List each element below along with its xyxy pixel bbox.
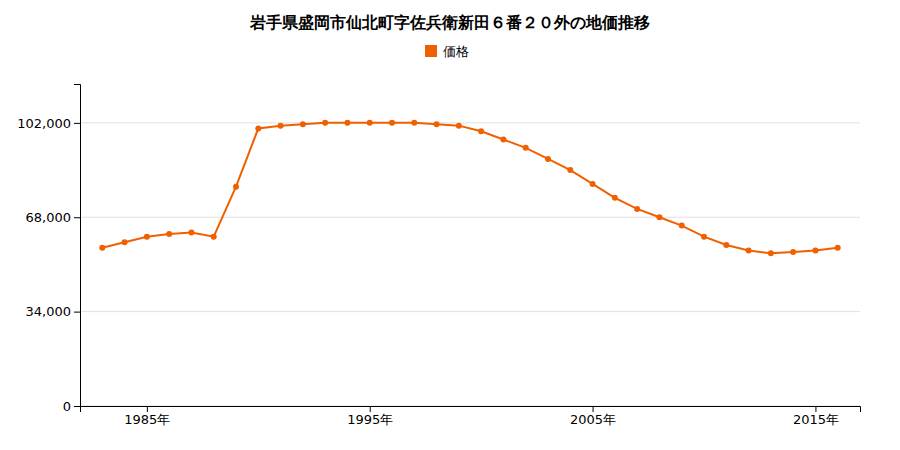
legend-swatch [425, 45, 437, 57]
point [567, 167, 573, 173]
chart: 1985年 1995年 2005年 2015年 0 34,000 68,000 102,000… [0, 0, 900, 450]
tick-mark [74, 123, 80, 124]
tick-mark [74, 406, 80, 407]
point [211, 234, 217, 240]
grid-line [80, 217, 860, 218]
tick-mark [74, 217, 80, 218]
point [590, 181, 596, 187]
axis-line [74, 85, 81, 407]
point [612, 195, 618, 201]
tick-mark [74, 312, 80, 313]
plot-area: 1985年 1995年 2005年 2015年 0 34,000 68,000 102,000 [17, 85, 860, 428]
legend-item: 価格 [425, 44, 469, 59]
tick: 34,000 [26, 304, 81, 319]
tick-label: 2015年 [793, 412, 839, 427]
point [523, 145, 529, 151]
tick-label: 1985年 [124, 412, 170, 427]
legend: 価格 [425, 44, 469, 59]
tick: 2015年 [793, 406, 839, 427]
point [233, 184, 239, 190]
point [278, 123, 284, 129]
tick-label: 102,000 [17, 116, 71, 131]
point [679, 223, 685, 229]
tick-label: 68,000 [26, 210, 72, 225]
tick-mark [147, 406, 148, 412]
point [812, 248, 818, 254]
tick: 68,000 [26, 210, 81, 225]
point [344, 120, 350, 126]
point [122, 239, 128, 245]
x-axis: 1985年 1995年 2005年 2015年 [81, 406, 861, 427]
point [188, 230, 194, 236]
point [478, 128, 484, 134]
point [389, 120, 395, 126]
point [255, 125, 261, 131]
point [768, 250, 774, 256]
point [746, 248, 752, 254]
point [300, 121, 306, 127]
tick-label: 34,000 [26, 304, 72, 319]
grid [80, 123, 860, 406]
point [144, 234, 150, 240]
point [545, 156, 551, 162]
tick-mark [593, 406, 594, 412]
point [634, 206, 640, 212]
point [99, 245, 105, 251]
point [322, 120, 328, 126]
axis-line [81, 407, 861, 413]
tick-label: 0 [63, 399, 71, 414]
legend-label: 価格 [443, 44, 469, 59]
point [434, 121, 440, 127]
tick-label: 2005年 [570, 412, 616, 427]
tick: 2005年 [570, 406, 616, 427]
tick: 1985年 [124, 406, 170, 427]
point [367, 120, 373, 126]
y-axis: 0 34,000 68,000 102,000 [17, 85, 80, 414]
tick: 0 [63, 399, 80, 414]
point [500, 137, 506, 143]
point [166, 231, 172, 237]
tick-mark [815, 406, 816, 412]
point [790, 249, 796, 255]
tick: 1995年 [347, 406, 393, 427]
point [701, 234, 707, 240]
tick-mark [370, 406, 371, 412]
point [411, 120, 417, 126]
tick-label: 1995年 [347, 412, 393, 427]
tick: 102,000 [17, 116, 80, 131]
grid-line [80, 122, 860, 123]
marks [99, 120, 840, 256]
point [656, 214, 662, 220]
point [723, 242, 729, 248]
line [102, 123, 837, 253]
grid-line [80, 311, 860, 312]
point [835, 245, 841, 251]
title: 岩手県盛岡市仙北町字佐兵衛新田６番２０外の地価推移 [249, 13, 650, 32]
point [456, 123, 462, 129]
